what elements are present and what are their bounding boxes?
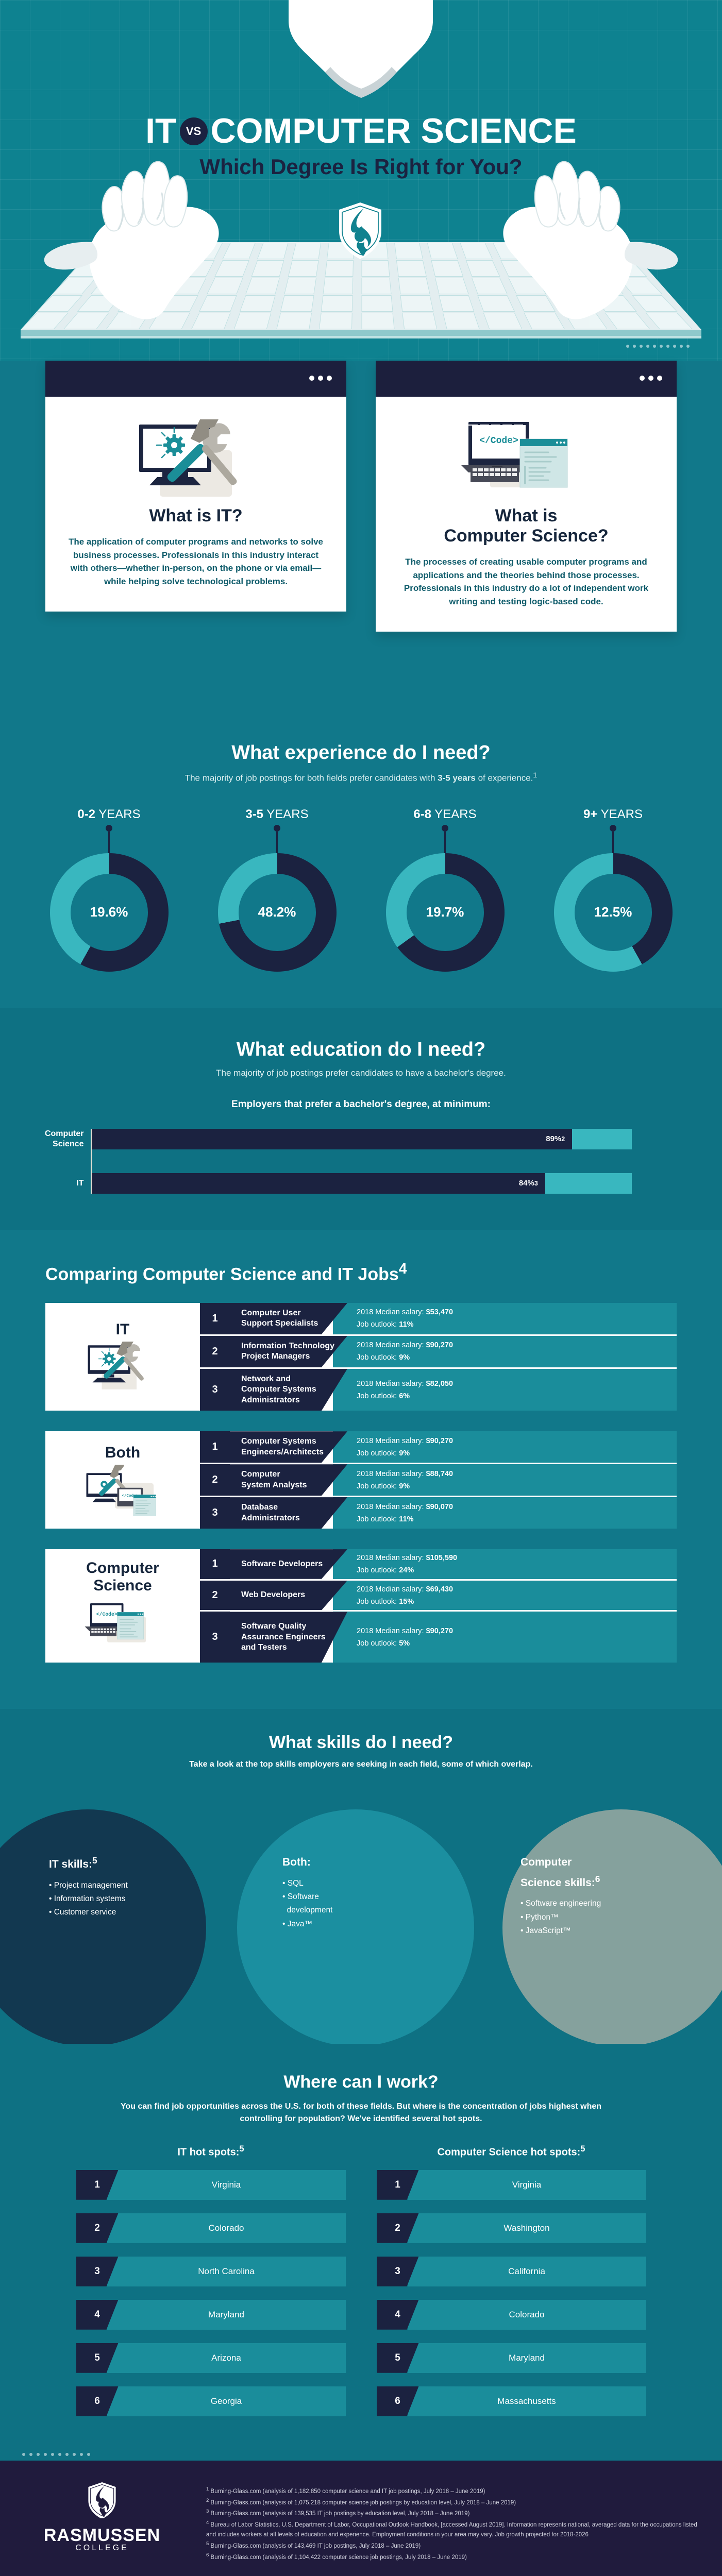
svg-text:</Code>: </Code> xyxy=(96,1612,117,1617)
svg-text:</Code>: </Code> xyxy=(479,436,518,446)
